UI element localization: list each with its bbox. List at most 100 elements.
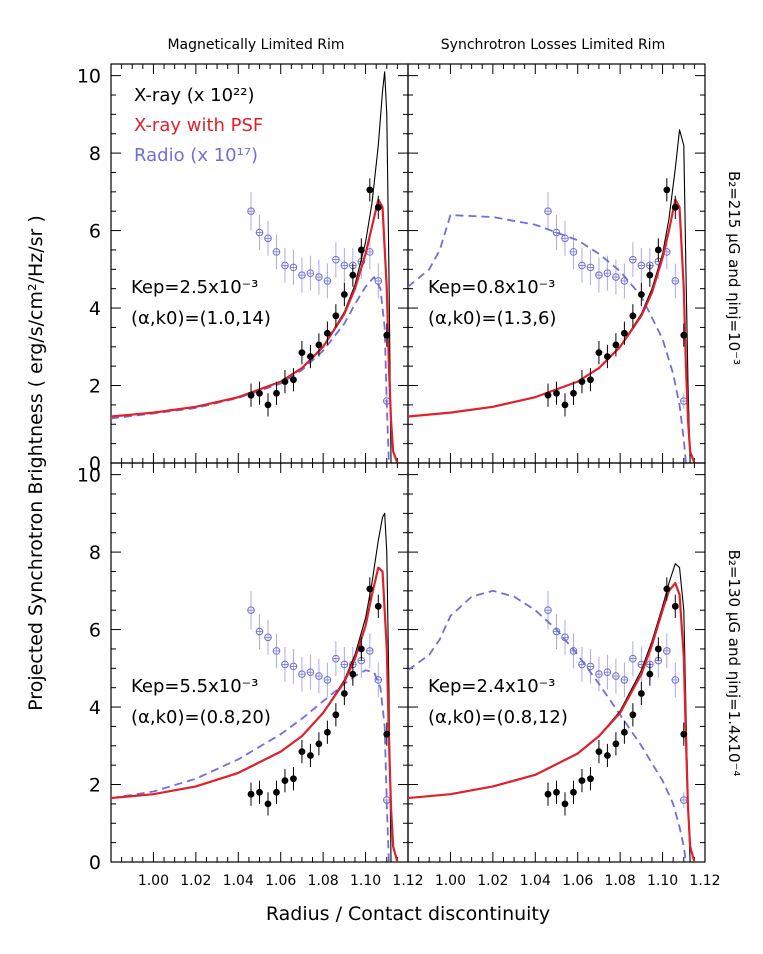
- xray-point: [315, 740, 323, 748]
- xray-point: [340, 291, 348, 298]
- x-tick-label: 1.02: [180, 873, 211, 889]
- col-title-left: Magnetically Limited Rim: [167, 37, 344, 53]
- xray-point: [663, 186, 671, 194]
- xray-point: [620, 728, 628, 736]
- xray-point: [604, 752, 611, 759]
- xray-point: [383, 331, 391, 339]
- xray-point: [273, 389, 280, 397]
- annotation-kep: Kep=2.5x10⁻³: [131, 277, 258, 298]
- x-tick-label: 1.04: [223, 873, 254, 889]
- xray-point: [587, 376, 594, 384]
- xray-point: [357, 645, 365, 653]
- xray-point: [663, 585, 671, 593]
- xray-point: [332, 711, 340, 719]
- panel-plot-area: [408, 563, 696, 862]
- xray-point: [629, 312, 637, 320]
- xray-point: [629, 711, 637, 719]
- xray-point: [281, 777, 289, 785]
- radio-curve: [408, 589, 687, 862]
- y-tick-label: 2: [89, 775, 101, 797]
- xray-point: [570, 389, 577, 397]
- xray-point: [612, 740, 620, 748]
- panels: 0 2 4 6 8 10 Kep=2.5x10⁻³ (α,k0)=(1.0,14) Kep=0.…: [77, 63, 721, 889]
- xray-point: [256, 788, 263, 796]
- radio-curve: [408, 214, 687, 463]
- y-tick-label: 2: [89, 376, 101, 398]
- xray-point: [298, 748, 306, 755]
- xray-point: [637, 291, 645, 298]
- xray-point: [637, 690, 645, 697]
- xray-point: [323, 329, 331, 337]
- x-tick-label: 1.10: [647, 873, 678, 889]
- panel-top-right: Kep=0.8x10⁻³ (α,k0)=(1.3,6): [407, 63, 706, 464]
- panel-bottom-right: 1.00 1.02 1.04 1.06 1.08 1.10 1.12 Kep=2.4x10⁻³…: [407, 462, 721, 889]
- legend-xray: X-ray (x 10²²): [134, 85, 255, 106]
- legend-psf: X-ray with PSF: [134, 115, 263, 136]
- xray-point: [671, 203, 679, 211]
- x-tick-label: 1.00: [138, 873, 169, 889]
- y-tick-label: 6: [89, 620, 101, 642]
- xray-point: [587, 775, 594, 783]
- xray-point: [307, 752, 314, 759]
- col-title-right: Synchrotron Losses Limited Rim: [441, 37, 665, 53]
- psf-curve: [111, 566, 399, 862]
- x-tick-label: 1.00: [435, 873, 466, 889]
- x-axis-label: Radius / Contact discontinuity: [266, 903, 550, 925]
- x-tick-label: 1.06: [562, 873, 593, 889]
- row-label-bottom: B₂=130 μG and ηinj=1.4x10⁻⁴: [725, 550, 743, 777]
- panel-bottom-left: 0 2 4 6 8 10 1.00 1.02 1.04 1.06 1.08 1.10 1.12 Kep=5…: [77, 462, 424, 889]
- xray-point: [544, 391, 552, 399]
- y-tick-label: 8: [89, 143, 101, 165]
- xray-point: [620, 329, 628, 337]
- annotation-kep: Kep=0.8x10⁻³: [428, 277, 555, 298]
- annotation-alpha-k0: (α,k0)=(1.0,14): [131, 308, 271, 329]
- annotation-alpha-k0: (α,k0)=(0.8,12): [428, 707, 568, 728]
- xray-point: [383, 730, 391, 738]
- y-tick-label: 8: [89, 542, 101, 564]
- y-tick-label: 6: [89, 221, 101, 243]
- xray-point: [290, 775, 297, 783]
- xray-point: [264, 800, 272, 808]
- xray-point: [561, 401, 569, 409]
- xray-point: [264, 401, 272, 409]
- annotation-alpha-k0: (α,k0)=(1.3,6): [428, 308, 556, 329]
- xray-point: [578, 777, 586, 785]
- x-tick-label: 1.02: [477, 873, 508, 889]
- y-axis-label: Projected Synchrotron Brightness ( erg/s…: [25, 215, 47, 711]
- xray-point: [680, 331, 688, 339]
- x-tick-label: 1.04: [520, 873, 551, 889]
- xray-point: [646, 670, 654, 678]
- panel-top-left: 0 2 4 6 8 10 Kep=2.5x10⁻³ (α,k0)=(1.0,14): [77, 63, 409, 475]
- xray-point: [366, 186, 374, 194]
- radio-curve: [111, 276, 390, 463]
- xray-point: [247, 790, 255, 798]
- psf-curve: [111, 198, 399, 463]
- y-tick-label: 4: [89, 298, 101, 320]
- xray-point: [553, 788, 560, 796]
- xray-point: [290, 376, 297, 384]
- panel-plot-area: [111, 512, 399, 862]
- y-tick-label: 10: [77, 465, 101, 487]
- xray-point: [349, 271, 357, 279]
- xray-point: [604, 353, 611, 360]
- xray-point: [578, 378, 586, 386]
- psf-curve: [408, 198, 696, 463]
- xray-point: [349, 670, 357, 678]
- y-tick-label: 0: [89, 852, 101, 874]
- xray-point: [340, 690, 348, 697]
- panel-plot-area: [111, 71, 399, 463]
- y-tick-label: 10: [77, 66, 101, 88]
- y-tick-label: 4: [89, 697, 101, 719]
- xray-point: [646, 271, 654, 279]
- x-tick-label: 1.08: [605, 873, 636, 889]
- xray-point: [273, 788, 280, 796]
- row-label-top: B₂=215 μG and ηinj=10⁻³: [725, 171, 743, 365]
- x-tick-label: 1.10: [350, 873, 381, 889]
- xray-point: [315, 341, 323, 349]
- xray-point: [366, 585, 374, 593]
- xray-point: [680, 730, 688, 738]
- xray-point: [357, 246, 365, 254]
- xray-point: [544, 790, 552, 798]
- xray-point: [323, 728, 331, 736]
